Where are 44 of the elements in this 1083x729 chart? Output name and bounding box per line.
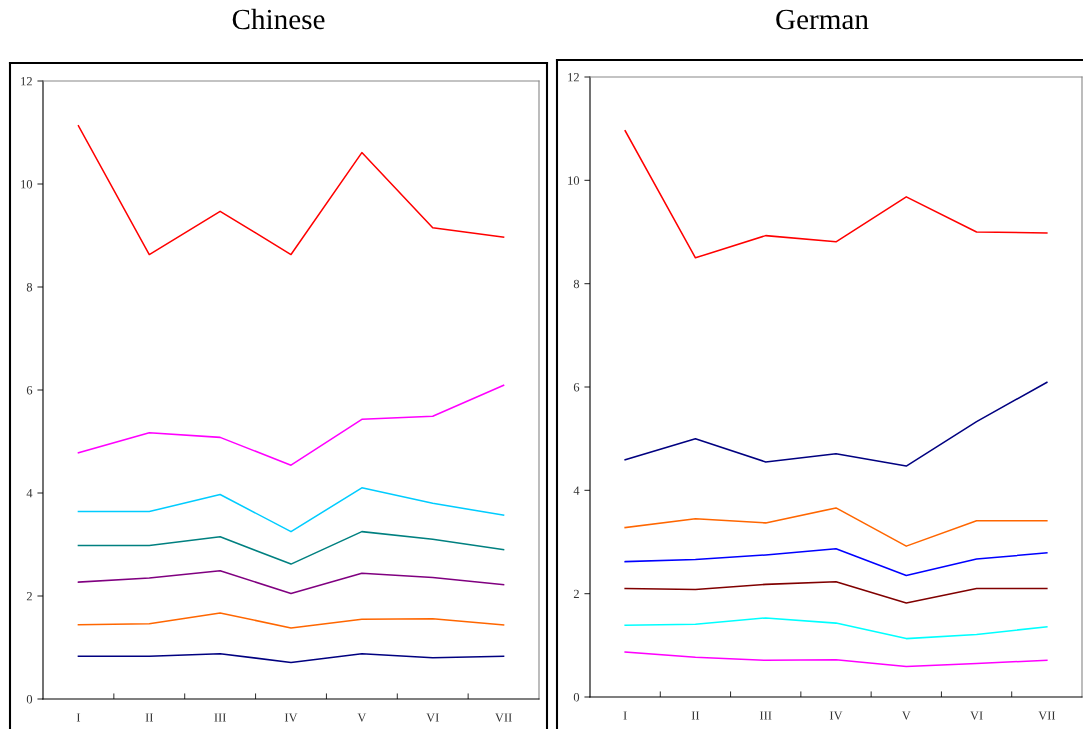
x-tick-label: VII — [1038, 711, 1056, 720]
x-tick-label: VI — [426, 713, 439, 722]
x-tick-label: V — [901, 711, 911, 720]
chart-title: Chinese — [232, 8, 325, 30]
line-series — [624, 129, 1048, 259]
y-tick-label: 8 — [573, 279, 580, 289]
x-tick-label: V — [357, 713, 367, 722]
line-series — [624, 381, 1048, 467]
y-tick-label: 12 — [568, 73, 579, 82]
x-tick-label: VII — [495, 713, 512, 722]
x-tick-label: III — [759, 711, 772, 720]
x-tick-label: IV — [284, 713, 298, 722]
y-tick-label: 0 — [26, 695, 33, 704]
line-series — [624, 507, 1048, 547]
y-tick-label: 10 — [21, 180, 33, 189]
y-tick-label: 2 — [573, 589, 579, 598]
x-tick-label: I — [76, 713, 81, 722]
x-tick-label: II — [145, 713, 154, 722]
x-tick-label: IV — [829, 711, 843, 720]
y-tick-label: 8 — [26, 283, 33, 292]
y-tick-label: 6 — [573, 383, 580, 392]
y-tick-label: 4 — [26, 489, 33, 498]
line-series — [77, 125, 505, 256]
x-tick-label: II — [691, 711, 700, 720]
x-tick-label: III — [214, 713, 226, 722]
line-series — [77, 652, 505, 664]
line-series — [624, 547, 1048, 577]
x-tick-label: I — [623, 711, 627, 720]
chart-title: German — [776, 9, 869, 30]
y-tick-label: 4 — [573, 486, 580, 495]
line-series — [77, 569, 505, 595]
y-tick-label: 12 — [21, 77, 32, 86]
line-series — [77, 487, 505, 533]
line-series — [77, 384, 505, 466]
x-tick-label: VI — [970, 711, 983, 720]
y-tick-label: 6 — [26, 386, 33, 395]
line-series — [624, 617, 1048, 640]
line-series — [624, 651, 1048, 668]
y-tick-label: 0 — [573, 693, 580, 702]
line-series — [624, 581, 1048, 604]
line-series — [77, 612, 505, 629]
y-tick-label: 2 — [26, 592, 32, 601]
line-series — [77, 530, 505, 565]
y-tick-label: 10 — [568, 176, 580, 185]
